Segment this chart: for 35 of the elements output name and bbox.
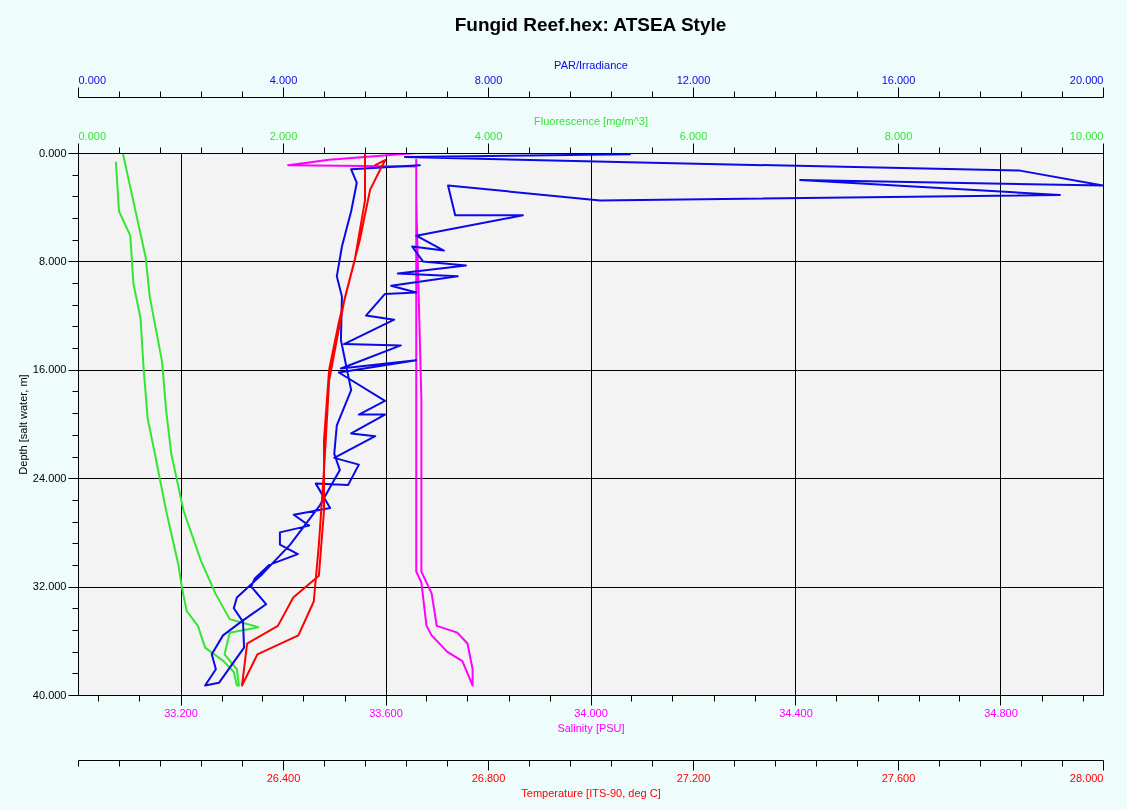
y-axis-title: Depth [salt water, m] (16, 374, 29, 475)
x2-tick-label: 20.000 (1069, 73, 1104, 86)
x2-tick-label: 2.000 (269, 129, 298, 142)
x2-axis-title: Fluorescence [mg/m^3] (534, 114, 648, 127)
x2-tick-label: 12.000 (676, 73, 711, 86)
x-tick-label: 27.200 (676, 771, 711, 784)
x2-axis-title: PAR/Irradiance (554, 58, 628, 71)
x-tick-label: 34.800 (984, 706, 1018, 719)
x2-tick-label: 10.000 (1069, 129, 1104, 142)
x-tick-label: 28.000 (1069, 771, 1104, 784)
x-tick-label: 27.600 (881, 771, 916, 784)
x2-tick-label: 8.000 (884, 129, 913, 142)
chart-title: Fungid Reef.hex: ATSEA Style (454, 14, 727, 35)
x-tick-label: 34.400 (779, 706, 813, 719)
x-axis-title: Salinity [PSU] (557, 721, 625, 734)
x2-tick-label: 8.000 (474, 73, 503, 86)
x2-tick-label: 4.000 (269, 73, 298, 86)
y-tick-label: 40.000 (32, 688, 67, 701)
x2-tick-label: 6.000 (679, 129, 708, 142)
y-tick-label: 0.000 (38, 146, 67, 159)
x-tick-label: 33.600 (369, 706, 403, 719)
line-series (287, 153, 474, 687)
x2-tick-label: 4.000 (474, 129, 503, 142)
y-tick-label: 24.000 (32, 471, 67, 484)
y-tick-label: 8.000 (38, 254, 67, 267)
y-tick-label: 32.000 (32, 580, 67, 593)
x-tick-label: 33.200 (164, 706, 198, 719)
x-axis-title: Temperature [ITS-90, deg C] (521, 786, 661, 799)
x2-tick-label: 0.000 (78, 73, 107, 86)
x-tick-label: 26.800 (471, 771, 506, 784)
x2-tick-label: 16.000 (881, 73, 916, 86)
x-tick-label: 26.400 (266, 771, 301, 784)
x-tick-label: 34.000 (574, 706, 608, 719)
x2-tick-label: 0.000 (78, 129, 107, 142)
y-tick-label: 16.000 (32, 363, 67, 376)
